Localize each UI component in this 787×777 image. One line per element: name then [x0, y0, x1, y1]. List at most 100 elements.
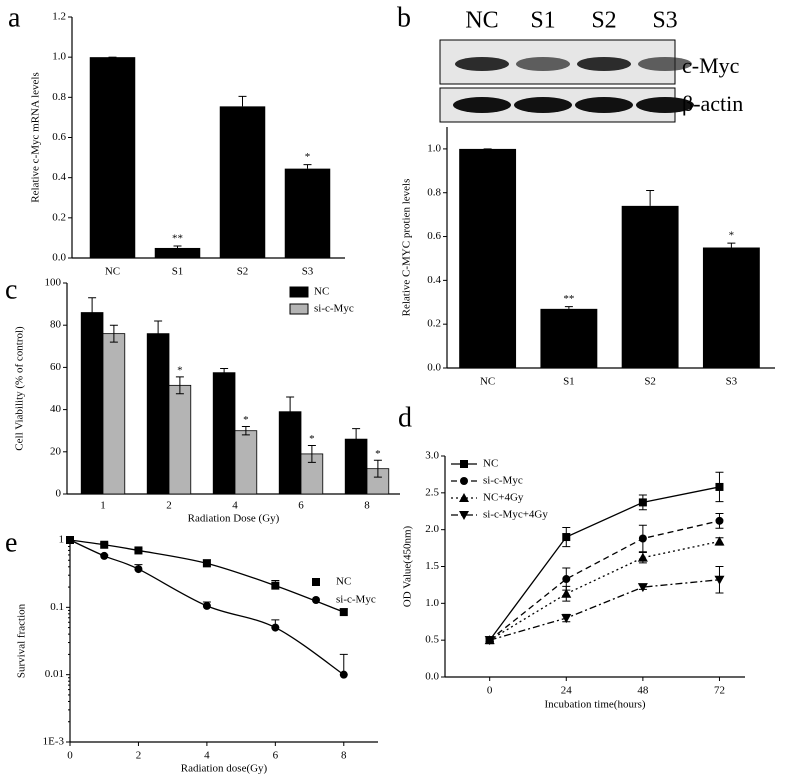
x-tick-label: NC	[105, 266, 120, 278]
marker	[460, 460, 468, 468]
y-tick-label: 60	[50, 361, 62, 373]
marker	[715, 516, 724, 525]
line	[489, 540, 720, 641]
x-tick-label: 24	[561, 685, 573, 697]
marker	[271, 623, 280, 632]
y-tick-label: 80	[50, 319, 62, 331]
y-tick-label: 0.2	[52, 211, 66, 223]
x-tick-label: S3	[726, 376, 738, 388]
bar	[212, 372, 236, 495]
y-tick-label: 1.2	[52, 11, 66, 23]
x-tick-label: 6	[273, 750, 279, 762]
marker	[202, 601, 211, 610]
bar	[102, 333, 126, 495]
bar	[168, 384, 192, 495]
marker	[561, 588, 572, 598]
marker	[637, 552, 648, 562]
marker	[562, 533, 571, 542]
band	[575, 97, 633, 113]
legend-label: NC+4Gy	[483, 492, 524, 504]
marker	[312, 578, 320, 586]
legend-label: si-c-Myc	[314, 303, 354, 315]
x-tick-label: NC	[480, 376, 495, 388]
bar	[234, 430, 258, 495]
error-bar	[241, 425, 250, 436]
panel-letter: e	[5, 527, 17, 558]
y-tick-label: 0.8	[427, 186, 441, 198]
error-bar	[307, 444, 316, 463]
error-bar	[727, 242, 736, 248]
annotation: *	[729, 230, 735, 242]
x-tick-label: 8	[341, 750, 347, 762]
legend-label: si-c-Myc	[336, 594, 376, 606]
marker	[484, 636, 495, 646]
bar	[89, 57, 136, 258]
y-tick-label: 0.4	[52, 171, 66, 183]
annotation: *	[309, 433, 315, 445]
y-tick-label: 20	[50, 445, 62, 457]
y-tick-label: 2.5	[425, 486, 439, 498]
x-tick-label: 6	[298, 500, 304, 512]
y-tick-label: 1.0	[427, 142, 441, 154]
annotation: *	[243, 414, 249, 426]
bar	[540, 308, 598, 368]
legend-label: si-c-Myc+4Gy	[483, 509, 548, 521]
y-tick-label: 0.4	[427, 274, 441, 286]
error-bar	[373, 459, 382, 478]
band	[577, 57, 631, 71]
bar	[154, 247, 201, 258]
marker	[460, 477, 468, 485]
marker	[271, 581, 280, 590]
y-tick-label: 40	[50, 403, 62, 415]
protein-label: c-Myc	[682, 53, 740, 78]
error-bar	[109, 324, 118, 343]
band	[514, 97, 572, 113]
band	[516, 57, 570, 71]
error-bar	[154, 320, 163, 347]
y-tick-label: 1.5	[425, 560, 439, 572]
band	[453, 97, 511, 113]
panel-letter: d	[398, 402, 412, 433]
y-tick-label: 0.6	[52, 131, 66, 143]
y-tick-label: 1E-3	[43, 736, 65, 748]
marker	[561, 614, 572, 624]
marker	[637, 583, 648, 593]
x-tick-label: 8	[364, 500, 370, 512]
y-tick-label: 2.0	[425, 523, 439, 535]
y-axis-label: Cell Viability (% of control)	[14, 326, 26, 451]
x-tick-label: 0	[67, 750, 73, 762]
error-bar	[352, 428, 361, 451]
marker	[202, 559, 211, 568]
lane-label: S1	[530, 8, 555, 34]
line	[489, 579, 720, 641]
y-tick-label: 0.0	[425, 671, 439, 683]
legend-label: NC	[483, 458, 498, 470]
y-tick-label: 0.1	[50, 601, 64, 613]
panel-letter: a	[8, 2, 21, 33]
panel-letter: b	[397, 2, 411, 33]
x-tick-label: S2	[644, 376, 656, 388]
legend-label: si-c-Myc	[483, 475, 523, 487]
error-bar	[175, 376, 184, 395]
legend-label: NC	[314, 286, 329, 298]
x-tick-label: 0	[487, 685, 493, 697]
x-tick-label: 2	[136, 750, 142, 762]
fit-line	[69, 539, 345, 613]
legend-swatch	[289, 286, 309, 298]
y-axis-label: Relative c-Myc mRNA levels	[30, 72, 42, 202]
marker	[100, 551, 109, 560]
error-bar	[286, 396, 295, 427]
band	[638, 57, 692, 71]
x-tick-label: 2	[166, 500, 172, 512]
annotation: **	[172, 232, 183, 244]
y-axis-label: OD Value(450nm)	[402, 525, 414, 607]
y-axis-label: Relative C-MYC protien levels	[401, 179, 413, 317]
y-tick-label: 0.5	[425, 634, 439, 646]
bar	[702, 247, 760, 368]
marker	[715, 482, 724, 491]
legend-swatch	[289, 303, 309, 315]
band	[455, 57, 509, 71]
marker	[714, 575, 725, 585]
marker	[339, 670, 348, 679]
